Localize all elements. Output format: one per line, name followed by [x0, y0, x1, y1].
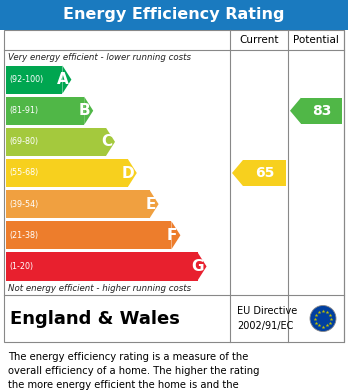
Text: B: B — [79, 103, 90, 118]
Text: D: D — [121, 165, 134, 181]
Text: (39-54): (39-54) — [9, 200, 38, 209]
Text: Not energy efficient - higher running costs: Not energy efficient - higher running co… — [8, 284, 191, 293]
Bar — [6, 221, 172, 249]
Text: 65: 65 — [255, 166, 274, 180]
Polygon shape — [290, 98, 301, 124]
Text: E: E — [145, 197, 156, 212]
Polygon shape — [106, 128, 115, 156]
Text: Very energy efficient - lower running costs: Very energy efficient - lower running co… — [8, 52, 191, 61]
Text: The energy efficiency rating is a measure of the: The energy efficiency rating is a measur… — [8, 352, 248, 362]
Text: the more energy efficient the home is and the: the more energy efficient the home is an… — [8, 380, 239, 390]
Text: (81-91): (81-91) — [9, 106, 38, 115]
Text: overall efficiency of a home. The higher the rating: overall efficiency of a home. The higher… — [8, 366, 260, 376]
Polygon shape — [198, 252, 207, 280]
Polygon shape — [62, 66, 71, 93]
Text: (92-100): (92-100) — [9, 75, 43, 84]
Text: 83: 83 — [312, 104, 331, 118]
Polygon shape — [128, 159, 137, 187]
Text: C: C — [101, 135, 112, 149]
Bar — [6, 252, 198, 280]
Text: F: F — [167, 228, 177, 243]
Text: Potential: Potential — [293, 35, 339, 45]
Polygon shape — [172, 221, 180, 249]
Text: Energy Efficiency Rating: Energy Efficiency Rating — [63, 7, 285, 23]
Circle shape — [310, 305, 336, 332]
Bar — [0, 0, 348, 30]
Text: (21-38): (21-38) — [9, 231, 38, 240]
Bar — [301, 98, 342, 124]
Bar — [6, 159, 128, 187]
Text: Current: Current — [239, 35, 279, 45]
Bar — [6, 128, 106, 156]
Bar — [4, 30, 344, 342]
Text: EU Directive: EU Directive — [237, 307, 297, 316]
Text: (69-80): (69-80) — [9, 137, 38, 146]
Polygon shape — [232, 160, 243, 186]
Text: England & Wales: England & Wales — [10, 310, 180, 328]
Text: (1-20): (1-20) — [9, 262, 33, 271]
Bar — [6, 97, 84, 125]
Bar — [243, 160, 286, 186]
Text: 2002/91/EC: 2002/91/EC — [237, 321, 293, 330]
Polygon shape — [150, 190, 159, 218]
Polygon shape — [84, 97, 93, 125]
Bar — [6, 66, 62, 93]
Text: (55-68): (55-68) — [9, 169, 38, 178]
Text: A: A — [57, 72, 69, 87]
Text: G: G — [191, 259, 204, 274]
Bar — [6, 190, 150, 218]
